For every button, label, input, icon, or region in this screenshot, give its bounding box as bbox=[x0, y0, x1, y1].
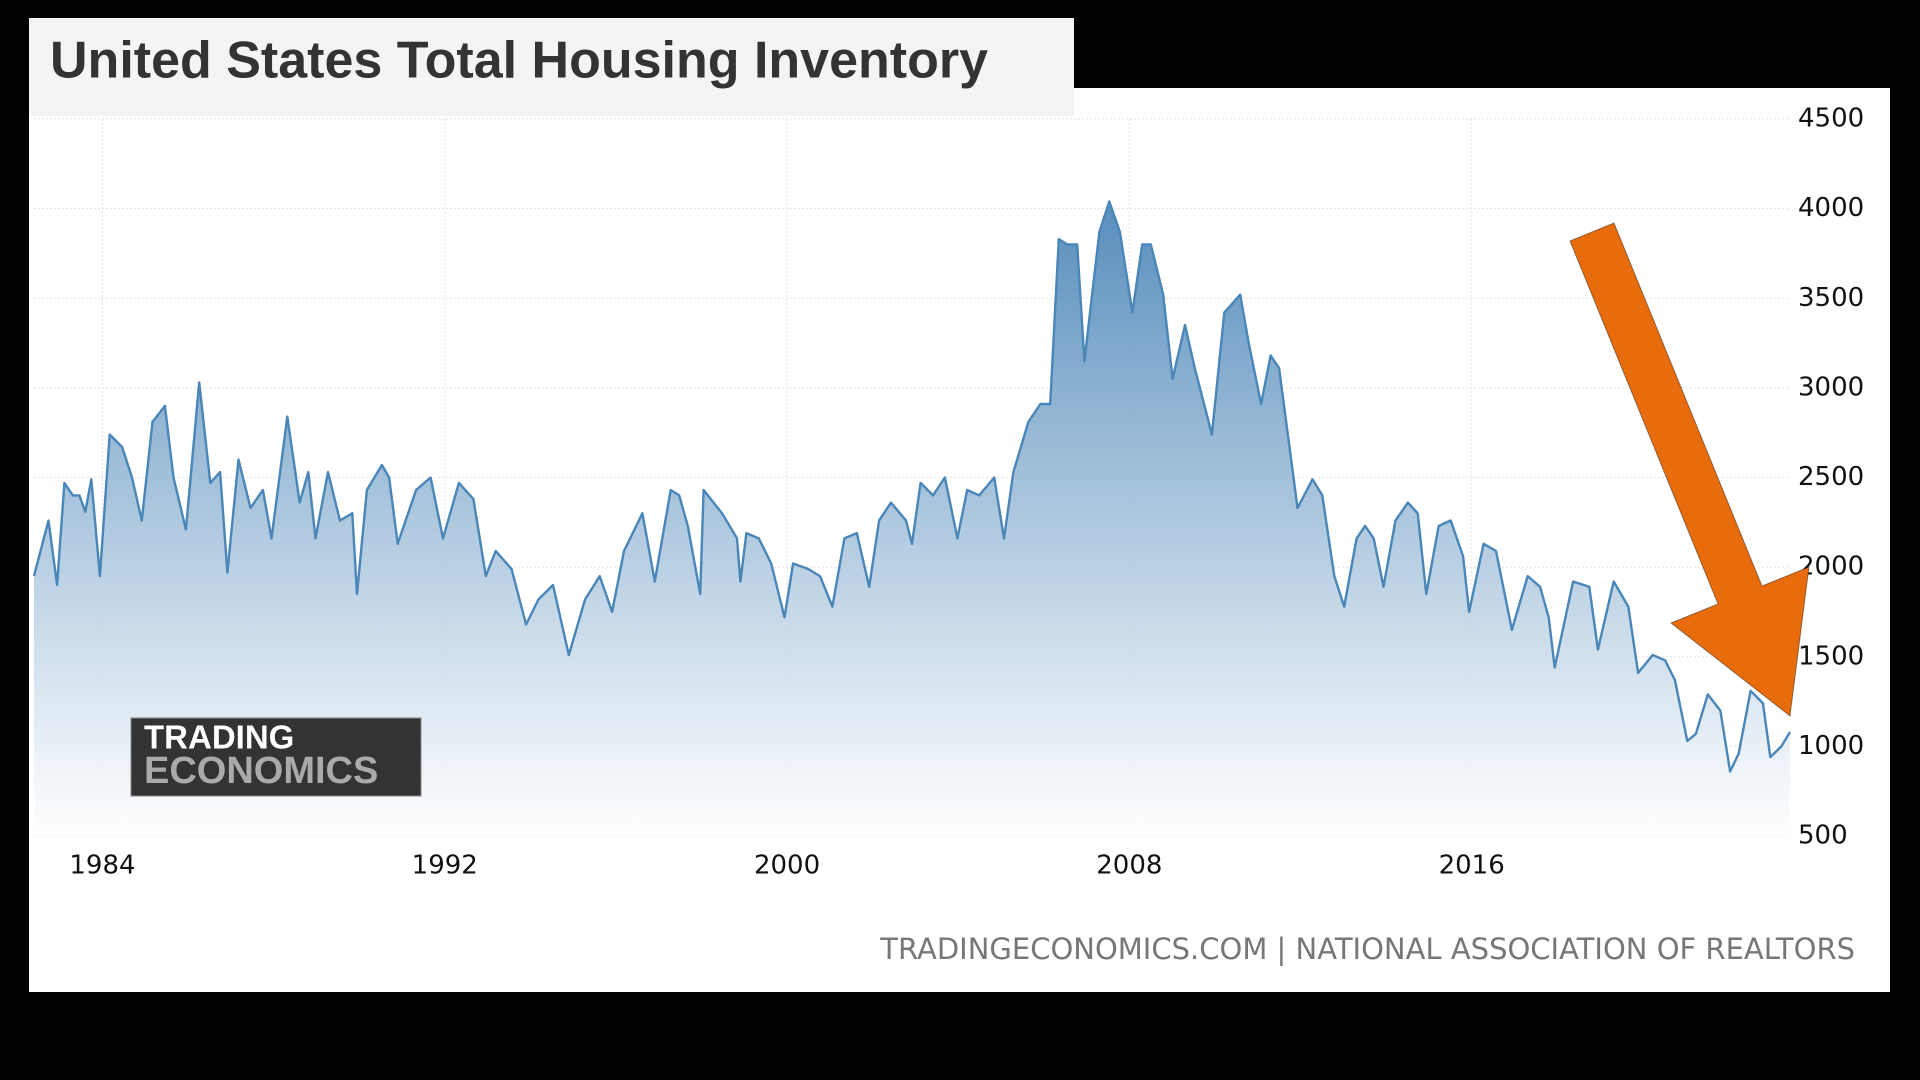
y-tick-label: 4000 bbox=[1798, 193, 1864, 223]
chart-title: United States Total Housing Inventory bbox=[50, 32, 988, 90]
y-tick-label: 3000 bbox=[1798, 372, 1864, 402]
logo-text: ECONOMICS bbox=[144, 750, 378, 792]
x-tick-label: 2008 bbox=[1096, 851, 1162, 881]
logo-text: TRADING bbox=[144, 719, 294, 756]
y-tick-label: 3500 bbox=[1798, 283, 1864, 313]
title-box bbox=[29, 18, 1074, 116]
x-tick-label: 2000 bbox=[754, 851, 820, 881]
y-tick-label: 1000 bbox=[1798, 731, 1864, 761]
area bbox=[34, 201, 1790, 836]
y-tick-label: 1500 bbox=[1798, 641, 1864, 671]
x-tick-label: 1992 bbox=[412, 851, 478, 881]
arrow bbox=[1569, 222, 1810, 717]
y-tick-label: 500 bbox=[1798, 821, 1848, 851]
y-tick-label: 4500 bbox=[1798, 104, 1864, 134]
x-tick-label: 1984 bbox=[69, 851, 135, 881]
line bbox=[32, 200, 1792, 773]
x-tick-label: 2016 bbox=[1439, 851, 1505, 881]
labels: 500 1000 1500 2000 2500 3000 3500 4000 4500 1984 1… bbox=[69, 104, 1864, 881]
source-text: TRADINGECONOMICS.COM | NATIONAL ASSOCIAT… bbox=[879, 932, 1855, 966]
logo-box bbox=[130, 717, 422, 797]
y-tick-label: 2500 bbox=[1798, 462, 1864, 492]
plot bbox=[32, 200, 1792, 836]
y-tick-label: 2000 bbox=[1798, 552, 1864, 582]
